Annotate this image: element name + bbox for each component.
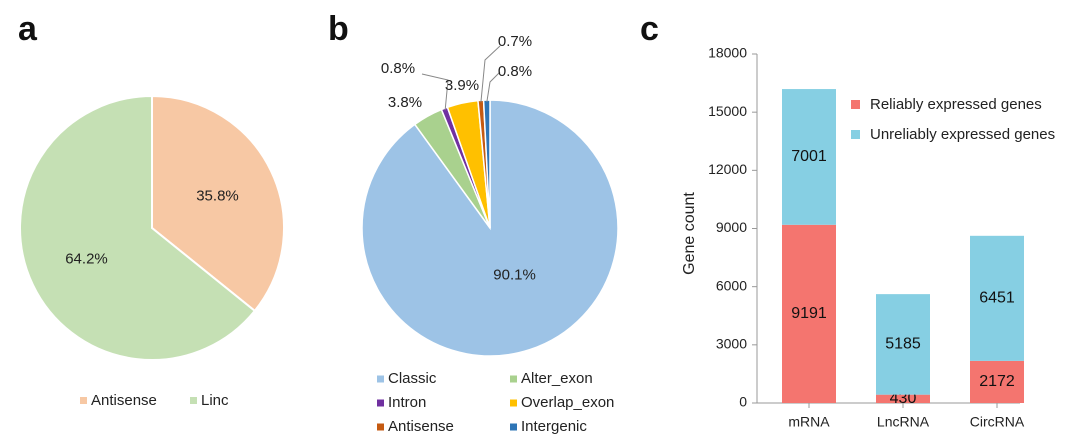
bar-value-label-circrna-reliably-expressed-genes: 2172 bbox=[979, 373, 1015, 390]
legend-label-antisense: Antisense bbox=[91, 392, 157, 409]
legend-swatch-overlap-exon bbox=[510, 399, 517, 407]
y-tick-label: 0 bbox=[739, 394, 747, 410]
legend-swatch-classic bbox=[377, 375, 384, 383]
legend-label-overlap-exon: Overlap_exon bbox=[521, 394, 614, 411]
pie-slice-antisense bbox=[151, 94, 285, 313]
bar-mrna-unreliably-expressed-genes bbox=[782, 89, 836, 225]
legend-label-alter-exon: Alter_exon bbox=[521, 370, 593, 387]
x-tick-label-lncrna: LncRNA bbox=[877, 414, 930, 430]
x-tick-label-mrna: mRNA bbox=[788, 414, 830, 430]
legend-label-linc: Linc bbox=[201, 392, 229, 409]
leader-line-antisense bbox=[480, 45, 501, 103]
y-tick-label: 9000 bbox=[716, 219, 747, 235]
legend-swatch-antisense bbox=[80, 397, 87, 404]
slice-label-alter-exon: 3.8% bbox=[388, 94, 422, 111]
pie-chart-b: 90.1% 3.8% 0.8% 3.9% 0.7% 0.8% Classic Alter_ex… bbox=[361, 33, 619, 435]
y-tick-label: 15000 bbox=[708, 103, 747, 119]
y-tick-label: 6000 bbox=[716, 277, 747, 293]
legend-swatch-intron bbox=[377, 399, 384, 407]
legend-label-intergenic: Intergenic bbox=[521, 418, 587, 435]
bar-circrna-unreliably-expressed-genes bbox=[970, 235, 1024, 361]
bar-value-label-mrna-reliably-expressed-genes: 9191 bbox=[791, 305, 827, 322]
legend-label-antisense: Antisense bbox=[388, 418, 454, 435]
legend-swatch-alter-exon bbox=[510, 375, 517, 383]
x-tick-label-circrna: CircRNA bbox=[970, 414, 1025, 430]
panel-letter-a: a bbox=[18, 10, 38, 48]
legend-swatch-intergenic bbox=[510, 423, 517, 431]
slice-label-classic: 90.1% bbox=[493, 266, 536, 283]
panel-letter-c: c bbox=[640, 10, 659, 48]
legend-label-classic: Classic bbox=[388, 370, 437, 387]
slice-label-antisense: 35.8% bbox=[196, 188, 239, 205]
panel-letter-b: b bbox=[328, 10, 349, 48]
pie-slice-linc bbox=[19, 94, 257, 361]
bar-value-label-mrna-unreliably-expressed-genes: 7001 bbox=[791, 148, 827, 165]
bar-mrna-reliably-expressed-genes bbox=[782, 224, 836, 403]
bar-chart-c: 0 3000 6000 9000 12000 15000 18000 Gene count 91… bbox=[681, 45, 1055, 430]
legend-swatch-linc bbox=[190, 397, 197, 404]
y-tick-label: 3000 bbox=[716, 336, 747, 352]
y-axis-title: Gene count bbox=[681, 192, 698, 275]
bar-lncrna-reliably-expressed-genes bbox=[876, 394, 930, 403]
y-tick-label: 18000 bbox=[708, 45, 747, 61]
slice-label-linc: 64.2% bbox=[65, 250, 108, 267]
legend-label-intron: Intron bbox=[388, 394, 426, 411]
legend-label-reliably-expressed-genes: Reliably expressed genes bbox=[870, 96, 1042, 113]
slice-label-intergenic: 0.8% bbox=[498, 63, 532, 80]
pie-chart-a: 35.8% 64.2% Antisense Linc bbox=[19, 94, 285, 409]
legend-swatch-antisense bbox=[377, 423, 384, 431]
bar-circrna-reliably-expressed-genes bbox=[970, 360, 1024, 403]
leader-line-intron bbox=[421, 73, 449, 111]
leader-line-intergenic bbox=[486, 71, 501, 103]
legend-label-unreliably-expressed-genes: Unreliably expressed genes bbox=[870, 126, 1055, 143]
slice-label-overlap-exon: 3.9% bbox=[445, 77, 479, 94]
bar-lncrna-unreliably-expressed-genes bbox=[876, 294, 930, 395]
slice-label-antisense: 0.7% bbox=[498, 33, 532, 50]
legend-swatch-reliably-expressed-genes bbox=[851, 100, 860, 109]
legend-swatch-unreliably-expressed-genes bbox=[851, 130, 860, 139]
slice-label-intron: 0.8% bbox=[381, 60, 415, 77]
bar-value-label-circrna-unreliably-expressed-genes: 6451 bbox=[979, 290, 1015, 307]
bar-value-label-lncrna-unreliably-expressed-genes: 5185 bbox=[885, 336, 921, 353]
y-tick-label: 12000 bbox=[708, 161, 747, 177]
